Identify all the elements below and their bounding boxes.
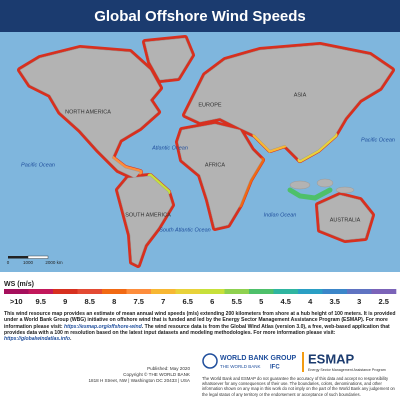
legend: >10 9.5 9 8.5 8 7.5 7 6.5 6 5.5 5 4.5 4 3.5 3 2.5: [4, 289, 397, 306]
title: Global Offshore Wind Speeds: [94, 8, 306, 25]
disclaimer: The World Bank and ESMAP do not guarante…: [202, 376, 395, 397]
legend-swatch: [151, 289, 176, 294]
continent-label: AFRICA: [205, 162, 226, 168]
legend-swatch: [126, 289, 152, 294]
esmap-name: ESMAP: [308, 351, 355, 366]
legend-label: 6.5: [183, 297, 193, 306]
published: Published: May 2020: [147, 366, 190, 371]
description-text: . The wind resource data is from the Glo…: [4, 323, 390, 336]
logos: WORLD BANK GROUP THE WORLD BANK IFC ESMA…: [202, 351, 386, 372]
wbg-globe: [202, 353, 218, 369]
legend-swatch: [28, 289, 54, 294]
scale-label: 2000 km: [45, 260, 63, 265]
legend-swatch: [175, 289, 201, 294]
continent-label: NORTH AMERICA: [65, 109, 111, 115]
legend-label: 4: [308, 297, 313, 306]
continent-label: AUSTRALIA: [330, 217, 361, 223]
legend-label: 8.5: [85, 297, 95, 306]
legend-swatch: [4, 289, 29, 294]
link: https://esmap.org/offshore-wind: [64, 323, 142, 330]
map-labels: NORTH AMERICA EUROPE ASIA AFRICA SOUTH A…: [65, 92, 360, 223]
scale-label: 0: [7, 260, 10, 265]
ocean-label: Pacific Ocean: [21, 162, 55, 168]
legend-swatch: [249, 289, 274, 294]
wbg-name: WORLD BANK GROUP: [220, 355, 297, 362]
title-bar: [0, 0, 400, 32]
continent-label: EUROPE: [198, 102, 222, 108]
ifc: IFC: [270, 365, 280, 371]
legend-label: 7: [161, 297, 165, 306]
legend-swatch: [322, 289, 348, 294]
esmap-mark: [302, 352, 304, 372]
map-figure: Global Offshore Wind Speeds NORTH AMERIC…: [0, 0, 400, 306]
legend-swatch: [273, 289, 299, 294]
scale-label: 1000: [23, 260, 34, 265]
scale-segment: [8, 256, 28, 259]
legend-label: 5: [259, 297, 263, 306]
continent-label: ASIA: [294, 92, 307, 98]
land: [19, 37, 393, 266]
legend-label: 6: [210, 297, 214, 306]
legend-label: 2.5: [379, 297, 389, 306]
legend-label: 3.5: [330, 297, 340, 306]
legend-label: 3: [357, 297, 361, 306]
link: https://globalwindatlas.info: [4, 336, 70, 343]
ocean-label: Atlantic Ocean: [151, 145, 188, 151]
copyright: Copyright © THE WORLD BANK: [123, 372, 190, 377]
legend-swatch: [347, 289, 372, 294]
legend-swatch: [371, 289, 397, 294]
publication-info: Published: May 2020 Copyright © THE WORL…: [60, 366, 190, 384]
continent-label: SOUTH AMERICA: [125, 212, 171, 218]
legend-title: WS (m/s): [4, 281, 34, 288]
address: 1818 H Street, NW | Washington DC 20433 …: [88, 378, 190, 383]
ocean-label: Pacific Ocean: [361, 137, 395, 143]
scale-bar: 0 1000 2000 km: [7, 255, 63, 265]
wbg-sub: THE WORLD BANK: [220, 364, 261, 369]
legend-swatch: [298, 289, 323, 294]
scale-segment: [27, 255, 49, 259]
legend-swatch: [224, 289, 250, 294]
legend-label: 8: [112, 297, 116, 306]
legend-label: 9: [63, 297, 67, 306]
description-text: This wind resource map provides an estim…: [4, 311, 396, 330]
legend-label: 7.5: [134, 297, 144, 306]
legend-label: >10: [10, 297, 23, 306]
esmap-sub: Energy Sector Management Assistance Prog…: [308, 368, 386, 372]
ocean-labels: Pacific Ocean Atlantic Ocean Pacific Oce…: [21, 137, 395, 233]
legend-swatch: [102, 289, 127, 294]
description-text: .: [69, 336, 72, 343]
legend-label: 5.5: [232, 297, 242, 306]
ocean-label: South Atlantic Ocean: [159, 227, 210, 233]
legend-swatch: [53, 289, 78, 294]
legend-swatch: [200, 289, 225, 294]
legend-label: 9.5: [36, 297, 46, 306]
description: This wind resource map provides an estim…: [4, 311, 396, 342]
legend-swatch: [77, 289, 103, 294]
ocean-label: Indian Ocean: [264, 212, 297, 218]
legend-label: 4.5: [281, 297, 291, 306]
